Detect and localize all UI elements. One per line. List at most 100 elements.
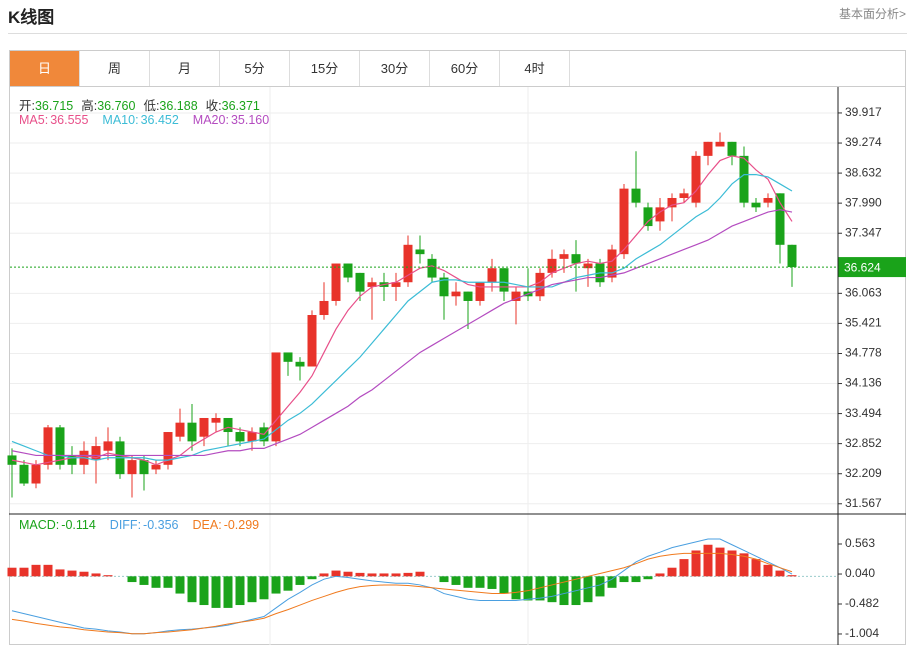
macd-bar xyxy=(379,573,389,577)
candle-body xyxy=(19,464,29,484)
candle-body xyxy=(187,422,197,442)
legend-name: DEA: xyxy=(192,518,222,532)
legend-name: MA20: xyxy=(192,113,229,127)
macd-bar xyxy=(463,576,473,588)
macd-bar xyxy=(7,567,17,577)
period-tab[interactable]: 5分 xyxy=(220,51,290,86)
macd-bar xyxy=(451,576,461,585)
candle-body xyxy=(463,291,473,301)
macd-bar xyxy=(547,576,557,603)
ma-line xyxy=(11,209,793,457)
candle-body xyxy=(667,197,677,208)
y-tick-label: 0.563 xyxy=(845,536,875,550)
candle-body xyxy=(367,282,377,287)
macd-line xyxy=(11,538,793,635)
period-tab[interactable]: 30分 xyxy=(360,51,430,86)
ma-line xyxy=(11,155,793,466)
y-tick-label: 37.347 xyxy=(845,225,882,239)
macd-legend: MACD: -0.114 DIFF: -0.356 DEA: -0.299 xyxy=(19,518,273,532)
y-tick-label: 32.209 xyxy=(845,466,882,480)
legend-name: MA10: xyxy=(102,113,139,127)
candle-body xyxy=(139,460,149,475)
period-tab[interactable]: 4时 xyxy=(500,51,570,86)
candle-body xyxy=(43,427,53,465)
candle-body xyxy=(499,268,509,292)
macd-bar xyxy=(91,573,101,577)
y-tick-label: 39.917 xyxy=(845,105,882,119)
legend-name: MA5: xyxy=(19,113,49,127)
y-tick-label: 38.632 xyxy=(845,165,882,179)
y-tick-label: -0.482 xyxy=(845,596,879,610)
candle-body xyxy=(427,258,437,278)
info-label: 开: xyxy=(19,99,35,113)
macd-bar xyxy=(319,573,329,577)
macd-bar xyxy=(247,576,257,603)
candle-body xyxy=(403,244,413,283)
y-tick-label: 0.040 xyxy=(845,566,875,580)
candle-body xyxy=(619,188,629,255)
macd-bar xyxy=(367,573,377,577)
candle-body xyxy=(235,432,245,442)
macd-bar xyxy=(163,576,173,588)
period-tab[interactable]: 周 xyxy=(80,51,150,86)
info-value: 36.188 xyxy=(159,99,198,113)
macd-bar xyxy=(631,576,641,583)
macd-bar xyxy=(19,567,29,577)
y-tick-label: 33.494 xyxy=(845,406,882,420)
candle-body xyxy=(67,455,77,465)
header-rule xyxy=(8,33,907,34)
candle-body xyxy=(655,207,665,222)
legend-value: 36.452 xyxy=(140,113,179,127)
macd-bar xyxy=(127,576,137,583)
candle-body xyxy=(127,460,137,475)
macd-bar xyxy=(187,576,197,603)
y-tick-label: 35.421 xyxy=(845,316,882,330)
macd-bar xyxy=(175,576,185,594)
info-label: 低: xyxy=(143,99,160,113)
candle-body xyxy=(295,361,305,367)
macd-bar xyxy=(67,570,77,577)
macd-bar xyxy=(607,576,617,588)
macd-bar xyxy=(787,575,797,577)
macd-bar xyxy=(655,573,665,577)
info-value: 36.371 xyxy=(221,99,260,113)
legend-value: 36.555 xyxy=(50,113,89,127)
candle-body xyxy=(271,352,281,442)
macd-bar xyxy=(535,576,545,601)
legend-name: MACD: xyxy=(19,518,60,532)
macd-bar xyxy=(703,544,713,577)
macd-bar xyxy=(415,571,425,577)
period-tab[interactable]: 15分 xyxy=(290,51,360,86)
period-tab[interactable]: 日 xyxy=(10,51,80,86)
legend-value: -0.114 xyxy=(61,518,96,532)
fundamentals-link[interactable]: 基本面分析> xyxy=(838,7,906,21)
candle-body xyxy=(151,464,161,470)
last-price-label: 36.624 xyxy=(844,260,881,274)
period-tab[interactable]: 月 xyxy=(150,51,220,86)
macd-bar xyxy=(295,576,305,585)
macd-bar xyxy=(391,573,401,577)
ma-line xyxy=(11,173,793,461)
candle-body xyxy=(103,441,113,451)
page-title: K线图 xyxy=(8,8,55,27)
candle-body xyxy=(679,193,689,198)
candle-body xyxy=(751,202,761,208)
y-tick-label: 34.136 xyxy=(845,376,882,390)
legend-value: -0.356 xyxy=(143,518,179,532)
macd-bar xyxy=(211,576,221,608)
candle-body xyxy=(475,282,485,301)
info-value: 36.715 xyxy=(34,99,74,113)
y-tick-label: 39.274 xyxy=(845,135,882,149)
candle-body xyxy=(247,432,257,442)
legend-value: -0.299 xyxy=(223,518,260,532)
macd-bar xyxy=(139,576,149,585)
macd-bar xyxy=(79,571,89,577)
period-tab[interactable]: 60分 xyxy=(430,51,500,86)
candle-body xyxy=(727,141,737,156)
macd-bar xyxy=(499,576,509,594)
y-tick-label: 31.567 xyxy=(845,496,882,510)
macd-bar xyxy=(235,576,245,606)
macd-bar xyxy=(223,576,233,608)
